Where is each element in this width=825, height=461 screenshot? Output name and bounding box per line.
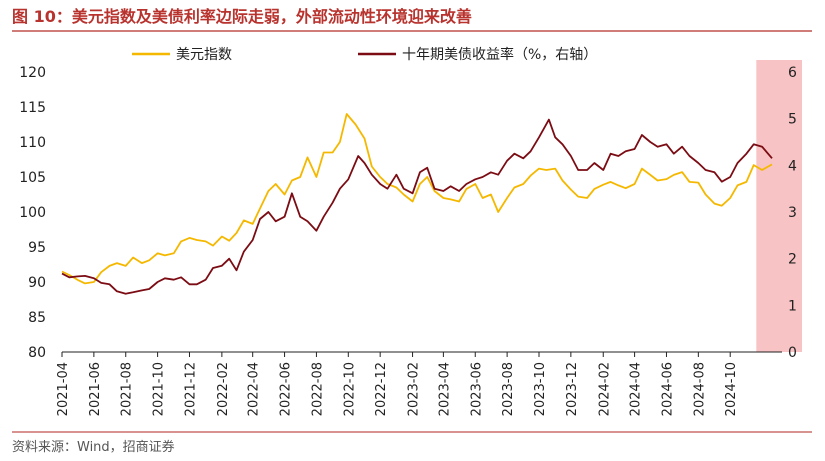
left-axis-tick-label: 115 bbox=[19, 100, 46, 116]
x-axis-tick-label: 2023-06 bbox=[469, 362, 484, 416]
x-axis-tick-label: 2022-02 bbox=[216, 362, 231, 416]
left-axis-tick-labels: 80 85 90 95 100 105 110 115 120 bbox=[19, 65, 46, 361]
left-axis-tick-label: 105 bbox=[19, 170, 46, 186]
left-axis-tick-label: 110 bbox=[19, 135, 46, 151]
x-axis-tick-label: 2024-04 bbox=[629, 362, 644, 416]
legend: 美元指数 十年期美债收益率（%，右轴） bbox=[132, 46, 597, 63]
x-axis-tick-label: 2022-12 bbox=[374, 362, 389, 416]
x-axis-tick-label: 2024-08 bbox=[692, 362, 707, 416]
right-axis-tick-label: 4 bbox=[788, 158, 797, 174]
x-axis-tick-label: 2023-08 bbox=[501, 362, 516, 416]
right-axis-tick-label: 6 bbox=[788, 65, 797, 81]
right-axis-tick-label: 5 bbox=[788, 112, 797, 128]
x-axis-tick-label: 2022-04 bbox=[247, 362, 262, 416]
x-axis-tick-label: 2021-08 bbox=[120, 362, 135, 416]
right-axis-tick-labels: 0 1 2 3 4 5 6 bbox=[788, 65, 797, 361]
left-axis-tick-label: 85 bbox=[28, 310, 46, 326]
right-axis-tick-label: 2 bbox=[788, 252, 797, 268]
left-axis-tick-label: 95 bbox=[28, 240, 46, 256]
x-axis-tick-label: 2021-12 bbox=[183, 362, 198, 416]
series-line-dxy bbox=[61, 113, 773, 285]
x-axis-tick-label: 2023-12 bbox=[565, 362, 580, 416]
x-axis-tick-label: 2024-10 bbox=[724, 362, 739, 416]
legend-label-dxy: 美元指数 bbox=[176, 47, 232, 63]
figure-title: 图 10：美元指数及美债利率边际走弱，外部流动性环境迎来改善 bbox=[12, 7, 472, 26]
x-axis-tick-label: 2023-04 bbox=[437, 362, 452, 416]
left-axis-tick-label: 120 bbox=[19, 65, 46, 81]
x-axis-tick-label: 2022-08 bbox=[310, 362, 325, 416]
series-line-yield bbox=[61, 118, 773, 295]
right-axis-tick-label: 0 bbox=[788, 345, 797, 361]
x-axis-tick-label: 2022-06 bbox=[279, 362, 294, 416]
recent-period-highlight bbox=[756, 60, 802, 352]
x-axis-tick-label: 2022-10 bbox=[342, 362, 357, 416]
right-axis-tick-label: 3 bbox=[788, 205, 797, 221]
left-axis-tick-label: 90 bbox=[28, 275, 46, 291]
x-axis-tick-label: 2021-06 bbox=[88, 362, 103, 416]
left-axis-tick-label: 80 bbox=[28, 345, 46, 361]
source-note: 资料来源：Wind，招商证券 bbox=[12, 439, 175, 455]
x-axis-tick-label: 2023-02 bbox=[407, 362, 422, 416]
right-axis-tick-label: 1 bbox=[788, 298, 797, 314]
x-axis-tick-labels: 2021-04 2021-06 2021-08 2021-10 2021-12 2022-… bbox=[56, 352, 739, 416]
legend-label-yield: 十年期美债收益率（%，右轴） bbox=[402, 46, 597, 63]
x-axis-tick-label: 2024-02 bbox=[597, 362, 612, 416]
x-axis-tick-label: 2023-10 bbox=[533, 362, 548, 416]
left-axis-tick-label: 100 bbox=[19, 205, 46, 221]
x-axis-tick-label: 2021-04 bbox=[56, 362, 71, 416]
x-axis-tick-label: 2024-06 bbox=[660, 362, 675, 416]
x-axis-tick-label: 2021-10 bbox=[152, 362, 167, 416]
